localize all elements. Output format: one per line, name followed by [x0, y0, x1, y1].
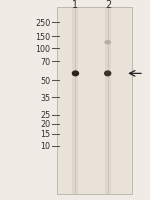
- Text: 20: 20: [40, 120, 50, 128]
- Bar: [57, 8, 132, 194]
- Text: 15: 15: [40, 130, 50, 138]
- Bar: [72, 8, 78, 194]
- Ellipse shape: [104, 41, 111, 45]
- Ellipse shape: [104, 71, 111, 77]
- Text: 50: 50: [40, 77, 50, 85]
- Text: 2: 2: [105, 0, 111, 10]
- Text: 250: 250: [35, 19, 50, 27]
- Text: 25: 25: [40, 111, 50, 119]
- Bar: [105, 8, 111, 194]
- Text: 1: 1: [72, 0, 78, 10]
- Ellipse shape: [72, 71, 79, 77]
- Text: 100: 100: [35, 45, 50, 53]
- Text: 10: 10: [40, 142, 50, 150]
- Text: 150: 150: [35, 33, 50, 41]
- Text: 70: 70: [40, 58, 50, 66]
- Text: 35: 35: [40, 94, 50, 102]
